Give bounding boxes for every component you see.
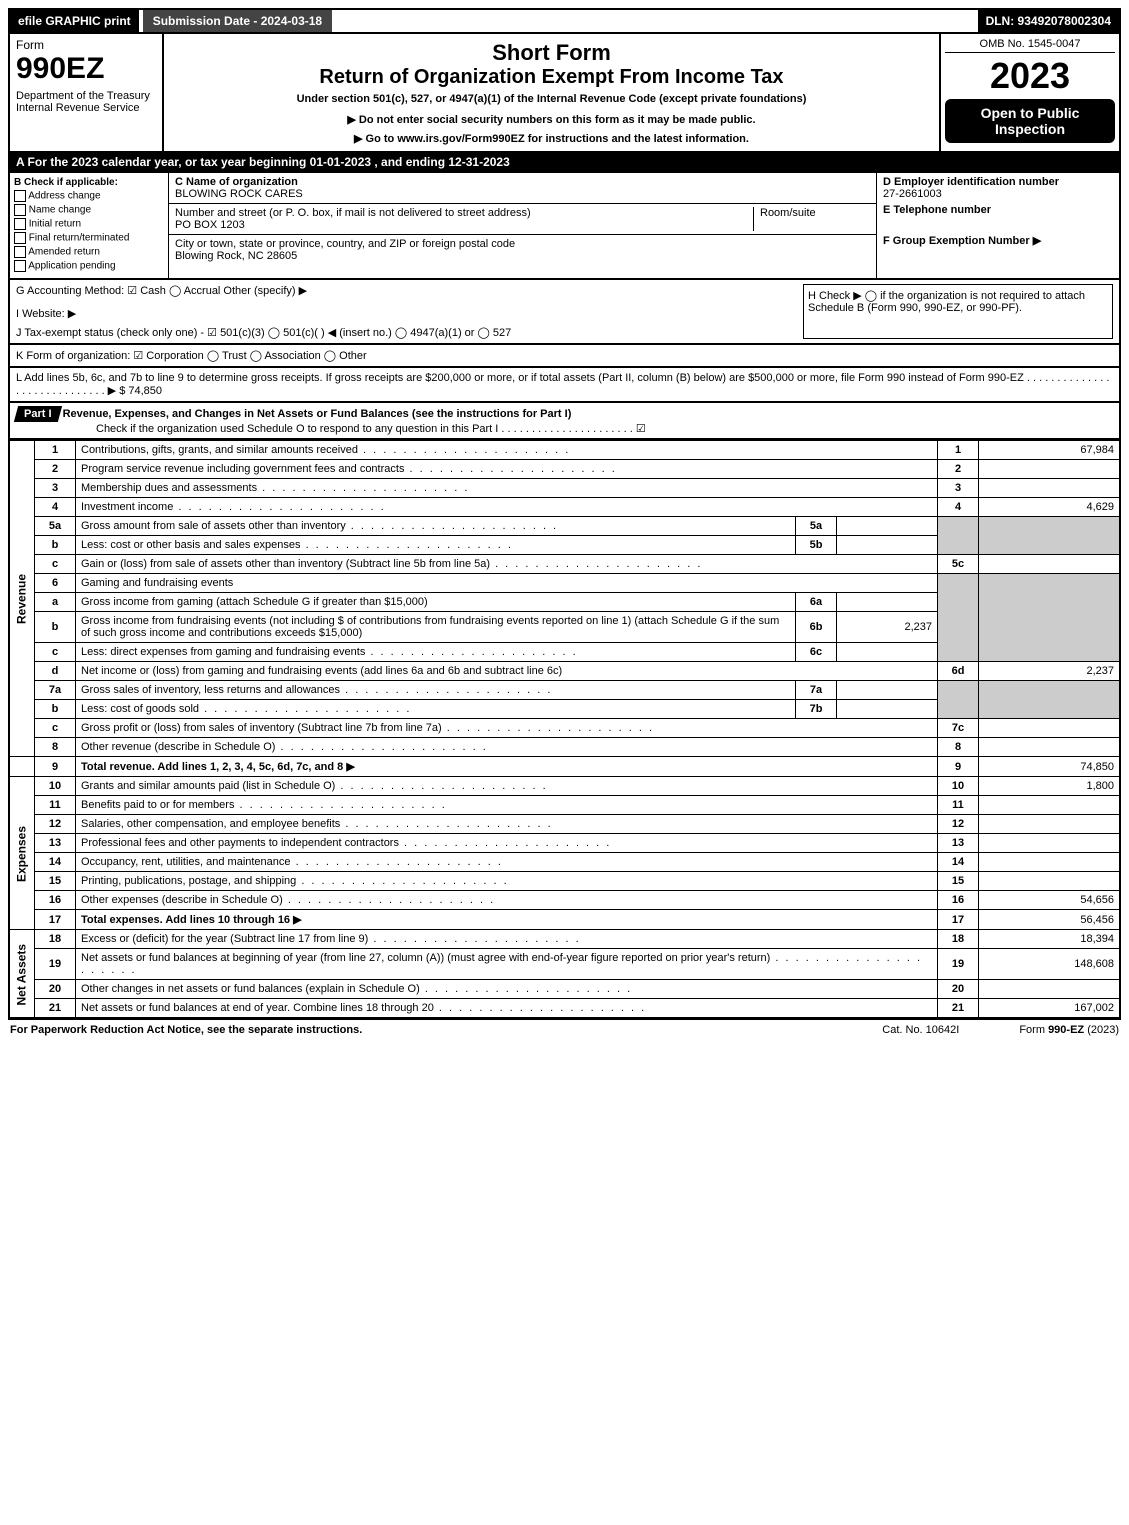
form-header: Form 990EZ Department of the Treasury In… [8,34,1121,153]
omb-number: OMB No. 1545-0047 [945,38,1115,53]
l4-desc: Investment income [76,498,938,517]
opt-application-pending[interactable]: Application pending [14,260,164,272]
row-gh: G Accounting Method: ☑ Cash ◯ Accrual Ot… [8,280,1121,345]
part1-badge: Part I [14,406,62,422]
ssn-warning: ▶ Do not enter social security numbers o… [170,113,933,126]
line-g: G Accounting Method: ☑ Cash ◯ Accrual Ot… [16,284,773,297]
footer-right: Form 990-EZ (2023) [1019,1024,1119,1036]
part1-title: Revenue, Expenses, and Changes in Net As… [63,408,572,420]
l10-desc: Grants and similar amounts paid (list in… [76,777,938,796]
footer-left: For Paperwork Reduction Act Notice, see … [10,1024,882,1036]
line-k: K Form of organization: ☑ Corporation ◯ … [8,345,1121,368]
title-cell: Short Form Return of Organization Exempt… [164,34,941,151]
l2-desc: Program service revenue including govern… [76,460,938,479]
efile-label[interactable]: efile GRAPHIC print [10,10,139,32]
box-c: C Name of organization BLOWING ROCK CARE… [169,173,877,278]
l6b-desc: Gross income from fundraising events (no… [76,612,796,643]
tax-year: 2023 [945,55,1115,97]
l6a-desc: Gross income from gaming (attach Schedul… [76,593,796,612]
l5c-desc: Gain or (loss) from sale of assets other… [76,555,938,574]
l6-desc: Gaming and fundraising events [76,574,938,593]
org-name: BLOWING ROCK CARES [175,188,303,200]
department: Department of the Treasury Internal Reve… [16,90,156,114]
opt-initial-return[interactable]: Initial return [14,218,164,230]
street-value: PO BOX 1203 [175,219,245,231]
city-value: Blowing Rock, NC 28605 [175,250,297,262]
group-exemption-label: F Group Exemption Number ▶ [883,234,1113,247]
box-d: D Employer identification number 27-2661… [877,173,1119,278]
l1-desc: Contributions, gifts, grants, and simila… [76,441,938,460]
subtitle: Under section 501(c), 527, or 4947(a)(1)… [170,93,933,105]
form-id-cell: Form 990EZ Department of the Treasury In… [10,34,164,151]
tel-label: E Telephone number [883,204,1113,216]
return-title: Return of Organization Exempt From Incom… [170,66,933,89]
opt-address-change[interactable]: Address change [14,190,164,202]
section-bcd: B Check if applicable: Address change Na… [8,173,1121,280]
l6c-desc: Less: direct expenses from gaming and fu… [76,643,796,662]
part1-header-row: Part I Revenue, Expenses, and Changes in… [8,403,1121,440]
line-a: A For the 2023 calendar year, or tax yea… [8,153,1121,173]
line-i: I Website: ▶ [16,307,773,320]
opt-name-change[interactable]: Name change [14,204,164,216]
box-b: B Check if applicable: Address change Na… [10,173,169,278]
line-l: L Add lines 5b, 6c, and 7b to line 9 to … [8,368,1121,403]
goto-link[interactable]: ▶ Go to www.irs.gov/Form990EZ for instru… [170,132,933,145]
side-revenue: Revenue [9,441,35,757]
lines-table: Revenue 1 Contributions, gifts, grants, … [8,440,1121,1019]
dln-label: DLN: 93492078002304 [978,10,1119,32]
part1-check-note: Check if the organization used Schedule … [96,423,646,435]
l7a-desc: Gross sales of inventory, less returns a… [76,681,796,700]
l3-desc: Membership dues and assessments [76,479,938,498]
right-cell: OMB No. 1545-0047 2023 Open to Public In… [941,34,1119,151]
submission-date: Submission Date - 2024-03-18 [143,10,332,32]
l1-val: 67,984 [979,441,1121,460]
city-label: City or town, state or province, country… [175,238,515,250]
street-label: Number and street (or P. O. box, if mail… [175,207,531,219]
l7c-desc: Gross profit or (loss) from sales of inv… [76,719,938,738]
open-to-public: Open to Public Inspection [945,99,1115,143]
opt-amended-return[interactable]: Amended return [14,246,164,258]
room-label: Room/suite [760,207,816,219]
opt-final-return[interactable]: Final return/terminated [14,232,164,244]
l9-desc: Total revenue. Add lines 1, 2, 3, 4, 5c,… [76,757,938,777]
line-h: H Check ▶ ◯ if the organization is not r… [803,284,1113,339]
box-b-title: B Check if applicable: [14,177,118,188]
l8-desc: Other revenue (describe in Schedule O) [76,738,938,757]
form-number: 990EZ [16,52,156,86]
c-name-label: C Name of organization [175,176,298,188]
l7b-desc: Less: cost of goods sold [76,700,796,719]
side-net-assets: Net Assets [9,930,35,1019]
side-expenses: Expenses [9,777,35,930]
top-bar: efile GRAPHIC print Submission Date - 20… [8,8,1121,34]
l5a-desc: Gross amount from sale of assets other t… [76,517,796,536]
ein-label: D Employer identification number [883,176,1113,188]
l5b-desc: Less: cost or other basis and sales expe… [76,536,796,555]
ln1: 1 [35,441,76,460]
form-word: Form [16,38,156,52]
l6d-desc: Net income or (loss) from gaming and fun… [76,662,938,681]
short-form-title: Short Form [170,40,933,66]
ein-value: 27-2661003 [883,188,1113,200]
line-j: J Tax-exempt status (check only one) - ☑… [16,326,773,339]
page-footer: For Paperwork Reduction Act Notice, see … [8,1019,1121,1036]
l1-num: 1 [938,441,979,460]
footer-cat: Cat. No. 10642I [882,1024,959,1036]
